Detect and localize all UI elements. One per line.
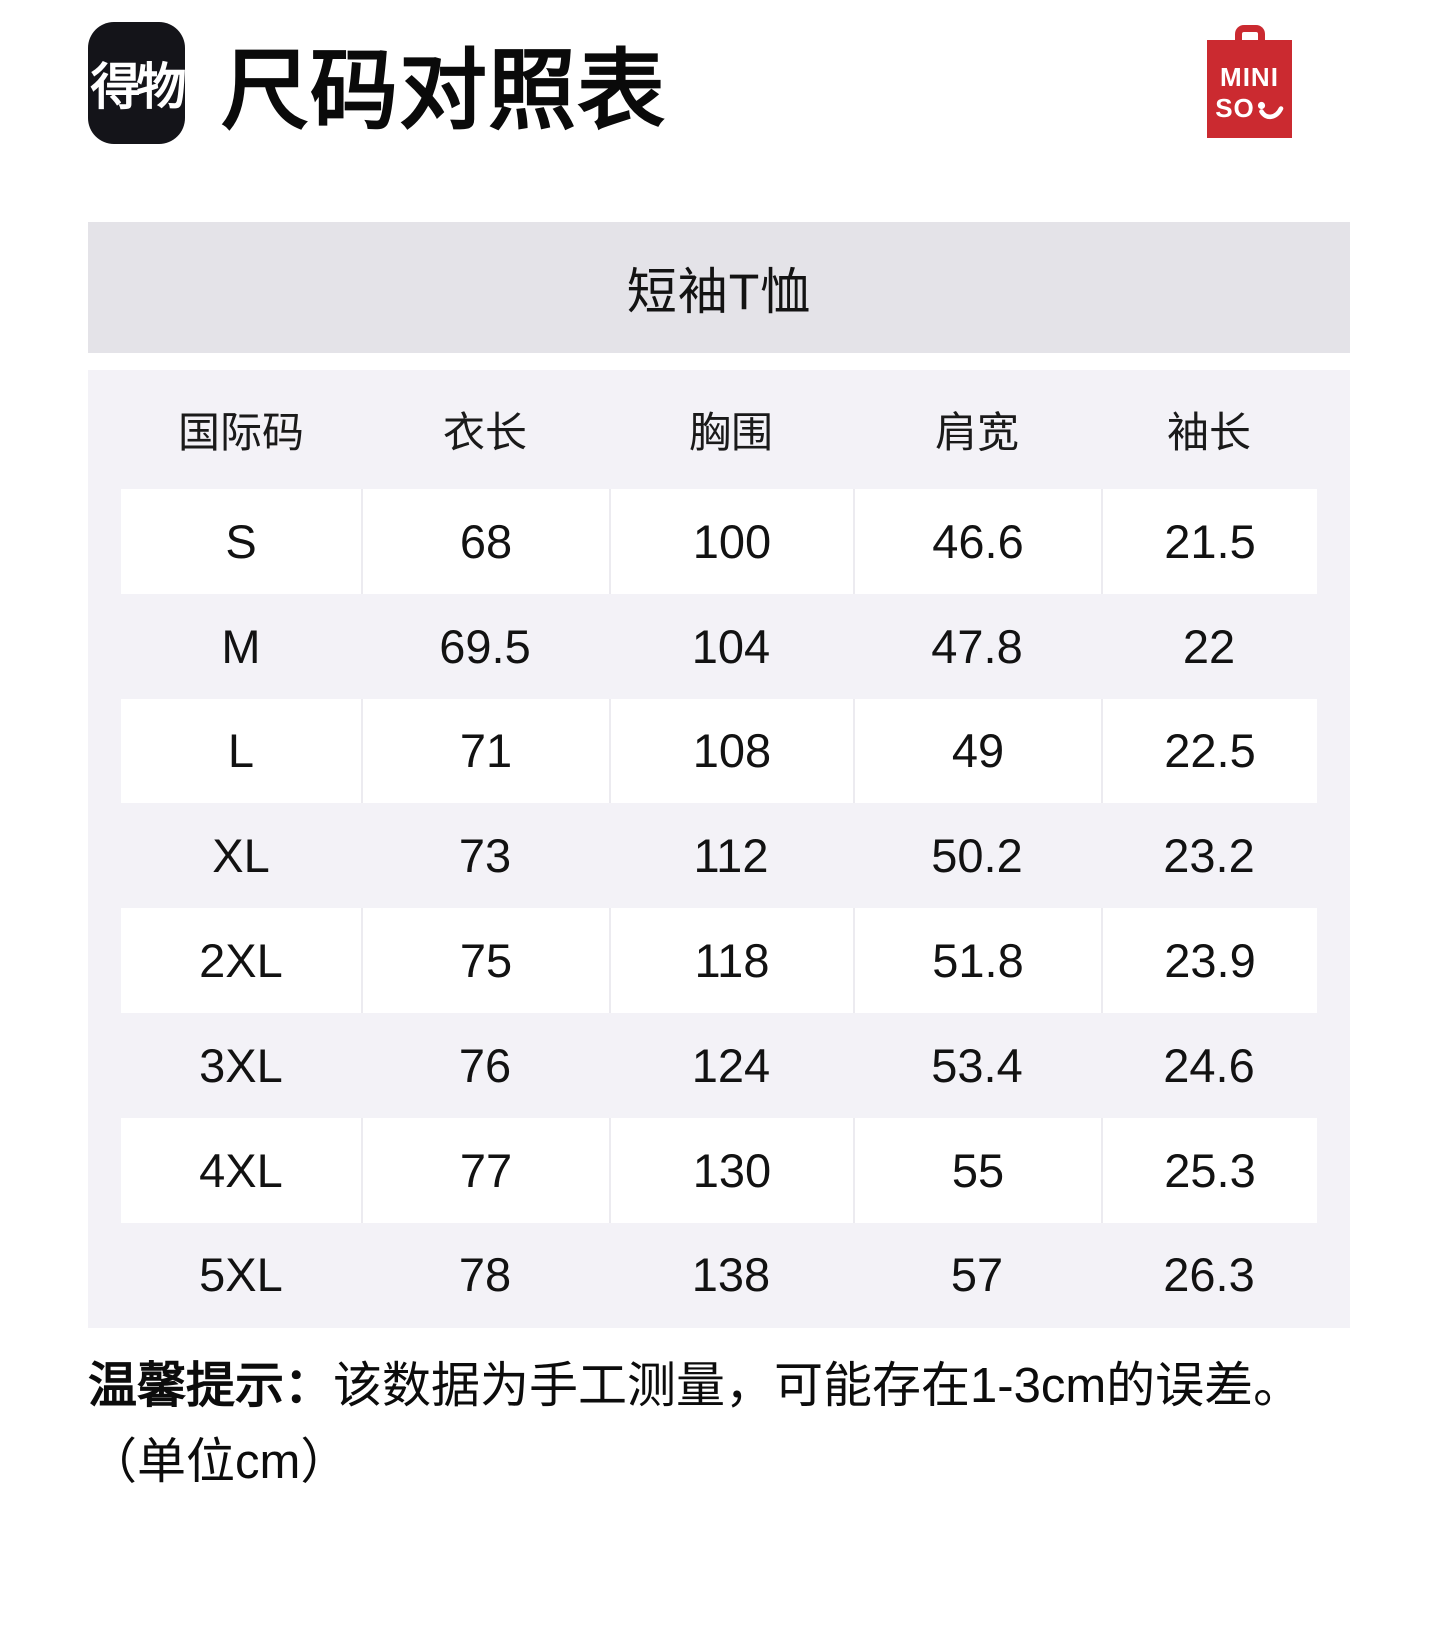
value-cell: 50.2 — [931, 829, 1023, 883]
value-cell: 100 — [609, 489, 853, 594]
value-cell: 76 — [458, 1038, 512, 1092]
value-cell: 53.4 — [931, 1038, 1023, 1092]
value-cell: 22.5 — [1101, 698, 1317, 804]
table-header-row: 国际码 衣长 胸围 肩宽 袖长 — [121, 370, 1317, 489]
table-row: S 68 100 46.6 21.5 — [121, 489, 1317, 594]
page-header: 得物 尺码对照表 — [88, 22, 666, 144]
size-cell: L — [227, 724, 255, 778]
note-text: 该数据为手工测量，可能存在1-3cm的误差。 — [333, 1359, 1303, 1413]
value-cell: 22 — [1182, 619, 1236, 673]
size-cell: 4XL — [199, 1143, 283, 1197]
value-cell: 108 — [609, 698, 853, 804]
value-cell: 57 — [950, 1248, 1004, 1302]
value-cell: 55 — [853, 1117, 1101, 1223]
value-cell: 24.6 — [1163, 1038, 1255, 1092]
column-header-chest: 胸围 — [688, 409, 773, 456]
size-cell: S — [225, 514, 257, 568]
table-row: 2XL 75 118 51.8 23.9 — [121, 908, 1317, 1013]
product-title-bar: 短袖T恤 — [88, 222, 1350, 353]
value-cell: 71 — [361, 698, 609, 804]
column-header-size: 国际码 — [177, 409, 304, 456]
table-row: M 69.5 104 47.8 22 — [121, 594, 1317, 699]
value-cell: 78 — [458, 1248, 512, 1302]
table-row: XL 73 112 50.2 23.2 — [121, 803, 1317, 908]
page-title: 尺码对照表 — [221, 40, 667, 140]
value-cell: 73 — [458, 829, 512, 883]
note-label: 温馨提示： — [88, 1359, 334, 1413]
value-cell: 118 — [609, 908, 853, 1013]
miniso-bag-handle-icon — [1234, 25, 1265, 45]
column-header-sleeve: 袖长 — [1166, 409, 1251, 456]
unit-note: （单位cm） — [88, 1435, 350, 1489]
value-cell: 23.2 — [1163, 829, 1255, 883]
value-cell: 75 — [361, 908, 609, 1013]
value-cell: 47.8 — [931, 619, 1023, 673]
miniso-logo: MINI SO — [1207, 25, 1292, 138]
footer-note: 温馨提示：该数据为手工测量，可能存在1-3cm的误差。 （单位cm） — [88, 1349, 1388, 1499]
value-cell: 49 — [853, 698, 1101, 804]
column-header-shoulder: 肩宽 — [934, 409, 1019, 456]
column-header-length: 衣长 — [442, 409, 527, 456]
size-cell: XL — [212, 829, 270, 883]
size-table: 国际码 衣长 胸围 肩宽 袖长 S 68 100 46.6 21.5 M 69.… — [88, 370, 1350, 1328]
value-cell: 138 — [691, 1248, 771, 1302]
size-cell: 5XL — [199, 1248, 283, 1302]
table-row: 3XL 76 124 53.4 24.6 — [121, 1013, 1317, 1118]
miniso-logo-line2-text: SO — [1215, 93, 1255, 123]
table-row: 4XL 77 130 55 25.3 — [121, 1117, 1317, 1223]
dewu-logo-text: 得物 — [90, 59, 187, 115]
size-cell: 3XL — [199, 1038, 283, 1092]
value-cell: 46.6 — [853, 489, 1101, 594]
table-row: 5XL 78 138 57 26.3 — [121, 1223, 1317, 1328]
measure-note-line: 温馨提示：该数据为手工测量，可能存在1-3cm的误差。 — [88, 1349, 1388, 1423]
size-cell: 2XL — [199, 934, 283, 988]
table-row: L 71 108 49 22.5 — [121, 698, 1317, 804]
value-cell: 104 — [691, 619, 771, 673]
smiley-icon — [1257, 101, 1284, 120]
value-cell: 51.8 — [853, 908, 1101, 1013]
value-cell: 112 — [693, 829, 769, 883]
value-cell: 69.5 — [439, 619, 531, 673]
value-cell: 68 — [361, 489, 609, 594]
value-cell: 26.3 — [1163, 1248, 1255, 1302]
value-cell: 124 — [691, 1038, 771, 1092]
value-cell: 21.5 — [1101, 489, 1317, 594]
value-cell: 130 — [609, 1117, 853, 1223]
value-cell: 25.3 — [1101, 1117, 1317, 1223]
dewu-logo: 得物 — [88, 22, 187, 144]
size-cell: M — [221, 619, 261, 673]
miniso-logo-line1: MINI — [1220, 62, 1279, 92]
value-cell: 23.9 — [1101, 908, 1317, 1013]
value-cell: 77 — [361, 1117, 609, 1223]
miniso-logo-line2: SO — [1207, 93, 1292, 124]
miniso-logo-text: MINI SO — [1207, 62, 1292, 124]
